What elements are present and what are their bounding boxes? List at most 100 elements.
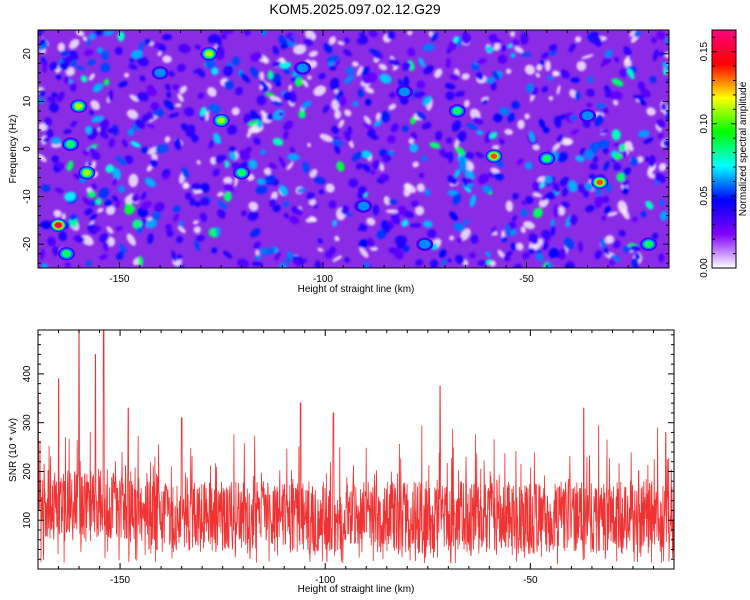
- heatmap-cell: [585, 205, 595, 213]
- heatmap-cell: [112, 168, 121, 181]
- heatmap-cell: [448, 151, 454, 164]
- heatmap-cell: [516, 158, 524, 166]
- heatmap-cell: [660, 210, 668, 221]
- heatmap-cell: [301, 100, 312, 110]
- heatmap-cell: [283, 200, 290, 208]
- heatmap-cell: [470, 234, 479, 244]
- heatmap-cell: [594, 250, 602, 260]
- heatmap-cell: [501, 236, 508, 243]
- colorbar-frame: [711, 29, 737, 269]
- heatmap-cell: [157, 51, 162, 57]
- heatmap-cell: [528, 233, 539, 245]
- heatmap-cell: [108, 138, 116, 148]
- heatmap-cell: [589, 162, 599, 171]
- snr-y-axis-label: SNR (10 * v/v): [8, 418, 19, 482]
- heatmap-cell: [337, 40, 345, 46]
- heatmap-cell: [535, 72, 541, 78]
- heatmap-cell: [147, 233, 154, 244]
- heatmap-cell: [357, 88, 364, 98]
- heatmap-cell: [287, 35, 296, 43]
- heatmap-cell: [231, 56, 241, 66]
- heatmap-cell: [161, 33, 173, 41]
- heatmap-cell: [290, 76, 297, 83]
- heatmap-cell: [397, 205, 407, 216]
- heatmap-cell: [96, 47, 104, 54]
- heatmap-cell: [455, 254, 465, 265]
- heatmap-cell: [544, 175, 553, 184]
- heatmap-cell: [467, 183, 475, 190]
- heatmap-cell: [541, 52, 550, 59]
- heatmap-cell: [312, 203, 319, 209]
- heatmap-cell: [658, 253, 665, 263]
- heatmap-cell: [61, 213, 66, 220]
- heatmap-cell: [88, 146, 96, 153]
- heatmap-cell: [255, 254, 262, 260]
- heatmap-cell: [263, 167, 272, 176]
- heatmap-cell: [100, 51, 109, 61]
- heatmap-cell: [586, 88, 595, 97]
- heatmap-hotspot: [395, 85, 413, 99]
- heatmap-cell: [481, 185, 492, 194]
- heatmap-cell: [445, 91, 455, 101]
- heatmap-cell: [163, 99, 175, 111]
- heatmap-cell: [363, 261, 370, 268]
- heatmap-cell: [174, 137, 182, 151]
- heatmap-cell: [430, 259, 439, 268]
- y-tick-label: 20: [22, 48, 33, 60]
- heatmap-cell: [172, 84, 180, 91]
- heatmap-cell: [173, 212, 180, 222]
- heatmap-cell: [388, 103, 397, 111]
- heatmap-cell: [223, 176, 233, 185]
- heatmap-cell: [358, 186, 367, 195]
- heatmap-cell: [410, 131, 418, 141]
- heatmap-cell: [387, 30, 396, 40]
- heatmap-cell: [196, 159, 201, 165]
- heatmap-cell: [548, 96, 554, 101]
- heatmap-cell: [503, 254, 511, 262]
- heatmap-cell: [421, 155, 427, 162]
- heatmap-cell: [412, 161, 420, 168]
- heatmap-cell: [136, 226, 144, 234]
- heatmap-cell: [449, 235, 455, 241]
- heatmap-cell: [185, 192, 192, 200]
- heatmap-cell: [235, 86, 243, 96]
- heatmap-cell: [651, 232, 659, 240]
- heatmap-cell: [256, 95, 267, 106]
- heatmap-cell: [194, 201, 201, 207]
- heatmap-cell: [76, 65, 85, 71]
- heatmap-cell: [611, 129, 621, 141]
- heatmap-cell: [59, 62, 69, 70]
- heatmap-cell: [64, 261, 71, 268]
- heatmap-cell: [561, 187, 569, 197]
- heatmap-cell: [65, 55, 73, 64]
- heatmap-cell: [416, 183, 425, 193]
- heatmap-cell: [610, 90, 623, 101]
- heatmap-cell: [604, 205, 612, 215]
- heatmap-cell: [570, 129, 580, 135]
- heatmap-cell: [521, 200, 528, 206]
- heatmap-cell: [66, 160, 74, 172]
- heatmap-cell: [336, 90, 344, 98]
- heatmap-cell: [47, 96, 57, 103]
- heatmap-cell: [197, 92, 205, 100]
- heatmap-cell: [379, 173, 390, 182]
- heatmap-cell: [475, 151, 485, 159]
- heatmap-cell: [200, 183, 210, 193]
- heatmap-cell: [171, 250, 177, 263]
- heatmap-cell: [456, 236, 463, 243]
- heatmap-cell: [183, 183, 190, 189]
- heatmap-hotspot: [78, 166, 96, 180]
- heatmap-cell: [348, 178, 359, 188]
- heatmap-cell: [191, 183, 203, 191]
- heatmap-cell: [619, 143, 627, 152]
- heatmap-cell: [594, 114, 604, 127]
- heatmap-cell: [575, 155, 585, 162]
- heatmap-cell: [217, 191, 224, 197]
- heatmap-cell: [284, 257, 291, 264]
- heatmap-cell: [355, 162, 364, 170]
- heatmap-cell: [568, 180, 578, 193]
- heatmap-cell: [461, 73, 470, 80]
- heatmap-cell: [247, 120, 260, 127]
- heatmap-cell: [105, 164, 115, 174]
